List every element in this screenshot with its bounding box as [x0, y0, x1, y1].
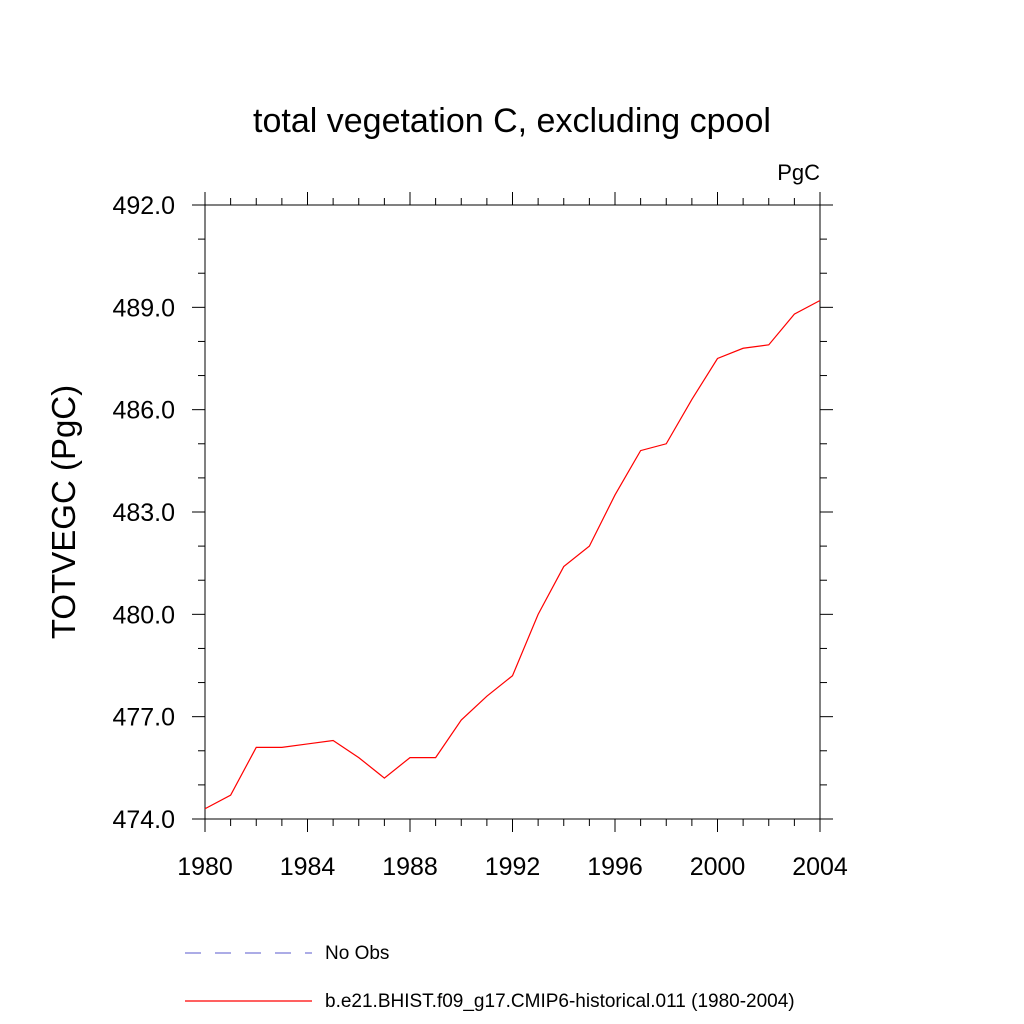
x-tick-label: 2000 [690, 853, 746, 881]
units-label: PgC [777, 160, 820, 185]
y-tick-label: 486.0 [112, 397, 175, 425]
x-tick-label: 1988 [382, 853, 438, 881]
y-tick-label: 489.0 [112, 294, 175, 322]
plot-area [204, 204, 821, 820]
y-tick-label: 474.0 [112, 806, 175, 834]
axis-ticks: 1980 1984 1988 1992 1996 2000 2004 474.0 477.0 48… [112, 192, 848, 881]
y-axis-label: TOTVEGC (PgC) [45, 385, 82, 639]
y-tick-label: 477.0 [112, 704, 175, 732]
x-tick-label: 1992 [485, 853, 541, 881]
y-tick-label: 483.0 [112, 499, 175, 527]
x-tick-label: 2004 [792, 853, 848, 881]
x-tick-label: 1984 [280, 853, 336, 881]
y-tick-label: 492.0 [112, 192, 175, 220]
y-tick-label: 480.0 [112, 601, 175, 629]
legend-label-model: b.e21.BHIST.f09_g17.CMIP6-historical.011… [325, 991, 795, 1012]
plot-frame [204, 204, 821, 820]
legend-label-no-obs: No Obs [325, 943, 389, 964]
series-line-1 [204, 299, 821, 810]
chart-title: total vegetation C, excluding cpool [253, 102, 771, 140]
x-tick-label: 1996 [587, 853, 643, 881]
x-tick-label: 1980 [177, 853, 233, 881]
series-lines [204, 299, 821, 810]
legend: No Obs b.e21.BHIST.f09_g17.CMIP6-histori… [185, 943, 795, 1012]
